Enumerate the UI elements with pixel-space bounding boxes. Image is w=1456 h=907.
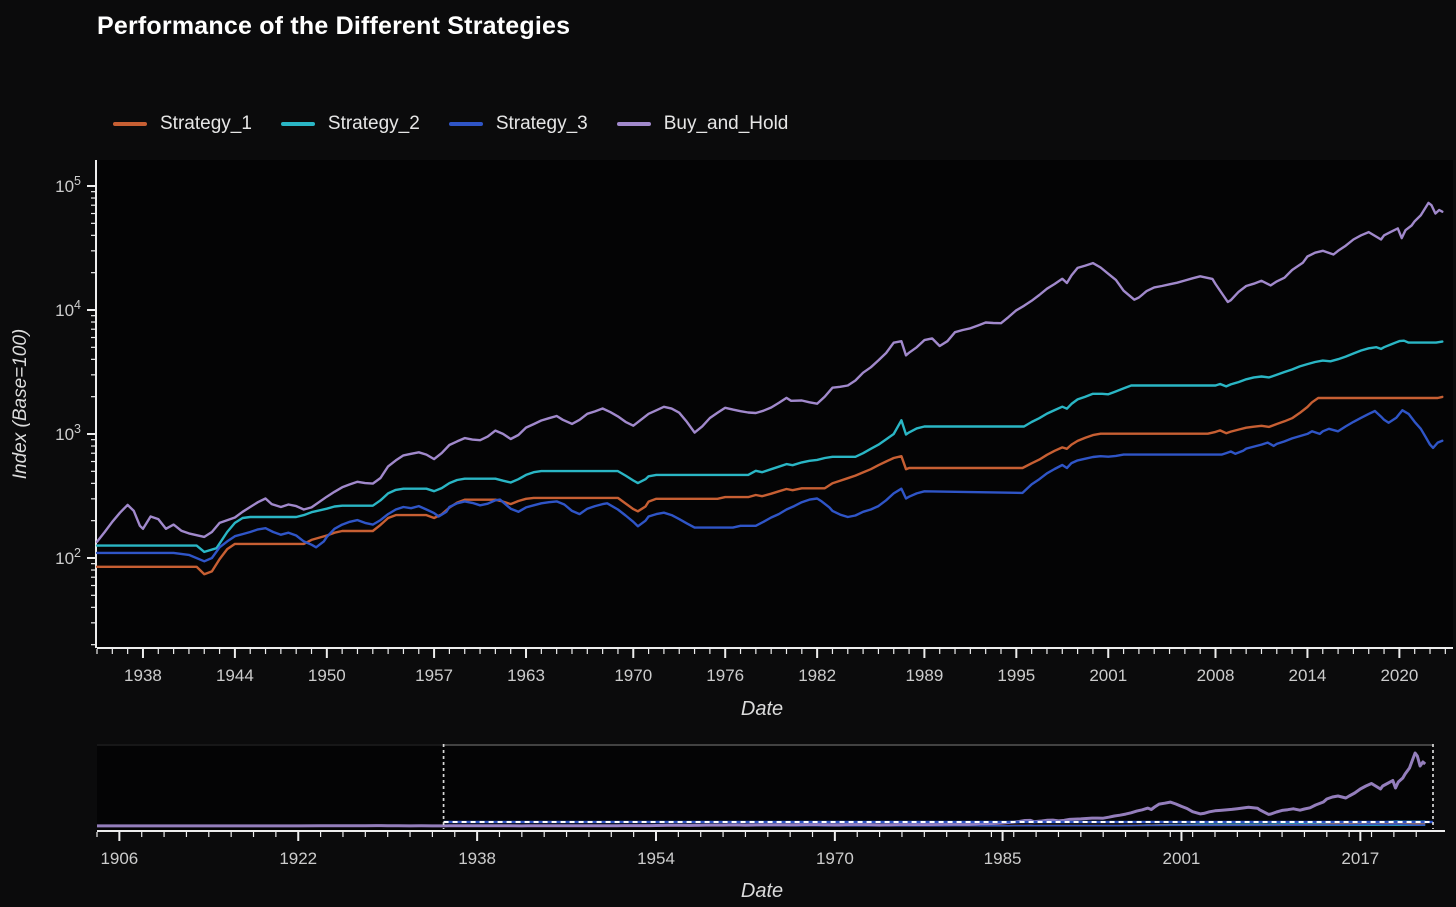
x-axis-tick-label: 1982: [798, 666, 836, 685]
legend-item-strategy-2[interactable]: Strategy_2: [280, 113, 420, 135]
range-slider-area[interactable]: [97, 744, 1433, 831]
x-axis-tick-label: 1950: [308, 666, 346, 685]
range-x-axis-tick-label: 1906: [100, 849, 138, 868]
range-x-axis-tick-label: 2017: [1341, 849, 1379, 868]
legend-label: Strategy_1: [160, 113, 252, 134]
x-axis-tick-label: 1995: [997, 666, 1035, 685]
x-axis-title-range-slider: Date: [740, 880, 784, 902]
x-axis-tick-label: 2008: [1197, 666, 1235, 685]
x-axis-tick-label: 1970: [614, 666, 652, 685]
range-slider[interactable]: 1906 1922 1938 1954 1970 1985 2001 2017: [96, 744, 1445, 868]
legend-swatch-strategy-3: [448, 122, 483, 126]
series-line-buy_and_hold[interactable]: [95, 201, 1444, 543]
x-axis-tick-label: 1963: [507, 666, 545, 685]
y-axis-title: Index (Base=100): [10, 328, 31, 480]
range-series-line-buy_and_hold: [97, 751, 1427, 828]
legend-item-strategy-3[interactable]: Strategy_3: [448, 113, 588, 135]
x-axis-tick-label: 2020: [1380, 666, 1418, 685]
range-x-axis-tick-label: 1970: [816, 849, 854, 868]
x-axis-tick-label: 1957: [415, 666, 453, 685]
x-axis-tick-label: 2014: [1289, 666, 1327, 685]
legend-item-strategy-1[interactable]: Strategy_1: [113, 113, 252, 135]
legend-label: Strategy_3: [495, 113, 588, 134]
range-x-axis-tick-label: 1954: [637, 849, 675, 868]
x-axis-title-main: Date: [740, 698, 784, 720]
legend: Strategy_1 Strategy_2 Strategy_3 Buy_and…: [113, 113, 817, 135]
legend-item-buy-and-hold[interactable]: Buy_and_Hold: [616, 113, 789, 135]
main-chart[interactable]: 102 103 104 105 1938 1944 1950 1957 1963 1970 1976…: [55, 160, 1453, 685]
x-axis-tick-label: 2001: [1089, 666, 1127, 685]
page-title: Performance of the Different Strategies: [97, 12, 571, 40]
range-x-axis-tick-label: 1985: [984, 849, 1022, 868]
x-axis-tick-label: 1938: [124, 666, 162, 685]
series-line-strategy_1[interactable]: [95, 395, 1444, 576]
range-x-axis-tick-label: 1922: [279, 849, 317, 868]
legend-swatch-strategy-1: [113, 122, 147, 126]
legend-swatch-buy-and-hold: [616, 122, 651, 126]
x-axis-tick-label: 1989: [905, 666, 943, 685]
legend-label: Buy_and_Hold: [663, 113, 789, 134]
range-x-axis-tick-label: 1938: [458, 849, 496, 868]
legend-label: Strategy_2: [327, 113, 420, 134]
legend-swatch-strategy-2: [280, 122, 315, 126]
x-axis-tick-label: 1944: [216, 666, 254, 685]
range-x-axis-tick-label: 2001: [1163, 849, 1201, 868]
series-line-strategy_3[interactable]: [95, 409, 1444, 563]
x-axis-tick-label: 1976: [706, 666, 744, 685]
y-axis-tick-label: 103: [55, 422, 81, 444]
series-line-strategy_2[interactable]: [95, 339, 1444, 554]
y-axis-tick-label: 102: [55, 546, 81, 568]
y-axis-tick-label: 105: [55, 174, 81, 196]
y-axis-tick-label: 104: [55, 298, 81, 320]
